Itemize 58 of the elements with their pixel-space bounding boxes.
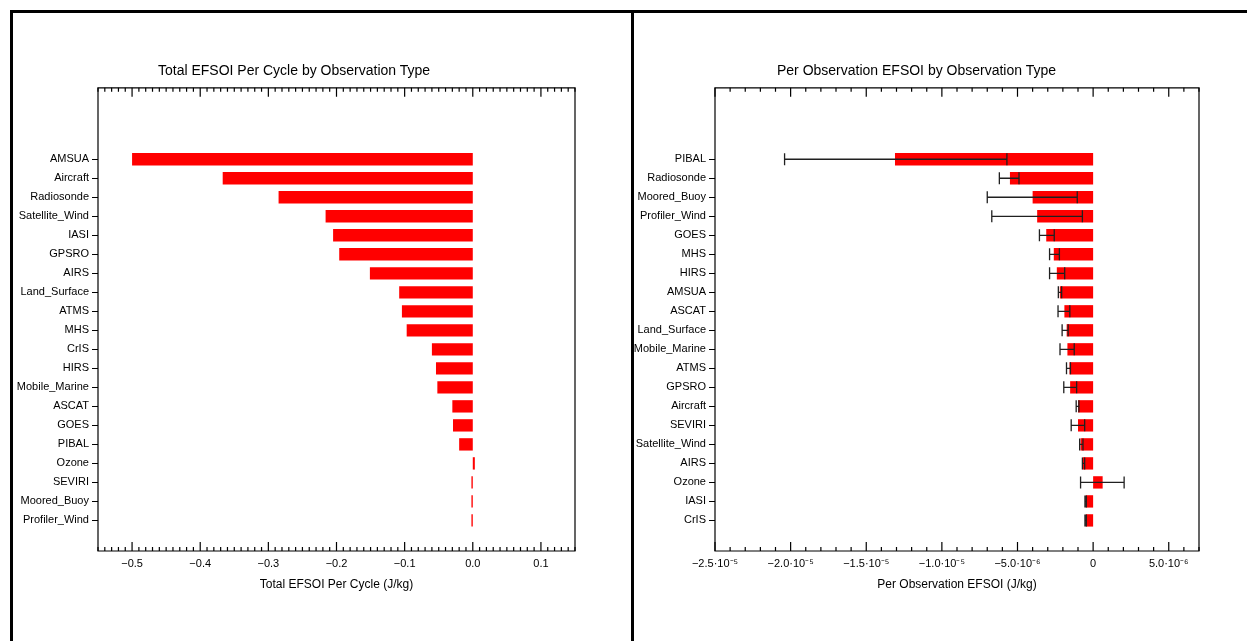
y-tick-label: IASI: [685, 494, 706, 507]
y-tick-label: Aircraft: [54, 171, 89, 184]
y-tick-label: Ozone: [673, 475, 706, 488]
y-tick-label: Radiosonde: [30, 190, 89, 203]
y-tick-label: MHS: [681, 247, 706, 260]
x-tick-label: −1.0·10⁻⁵: [918, 556, 965, 569]
x-tick-label: 0.1: [533, 556, 549, 569]
y-tick-label: Moored_Buoy: [637, 190, 707, 203]
x-axis-title: Per Observation EFSOI (J/kg): [877, 577, 1037, 592]
x-tick-label: −2.0·10⁻⁵: [767, 556, 814, 569]
y-tick-label: IASI: [68, 228, 89, 241]
y-tick-label: Radiosonde: [647, 171, 706, 184]
x-tick-label: 0.0: [465, 556, 481, 569]
x-tick-label: −0.5: [121, 556, 143, 569]
chart-title: Total EFSOI Per Cycle by Observation Type: [157, 62, 431, 79]
y-tick-label: Mobile_Marine: [16, 380, 89, 393]
y-tick-label: Mobile_Marine: [633, 342, 706, 355]
y-tick-label: PIBAL: [57, 437, 89, 450]
x-tick-label: 5.0·10⁻⁶: [1148, 556, 1189, 569]
y-tick-label: AIRS: [680, 456, 706, 469]
y-tick-label: SEVIRI: [52, 475, 89, 488]
y-tick-label: GPSRO: [49, 247, 90, 260]
x-tick-label: −0.1: [393, 556, 416, 569]
y-tick-label: AIRS: [63, 266, 89, 279]
x-tick-label: −1.5·10⁻⁵: [843, 556, 890, 569]
y-tick-label: ASCAT: [53, 399, 90, 412]
y-tick-label: Moored_Buoy: [20, 494, 90, 507]
y-tick-label: GOES: [57, 418, 89, 431]
y-tick-label: Profiler_Wind: [639, 209, 706, 222]
y-tick-label: ASCAT: [670, 304, 707, 317]
x-axis-title: Total EFSOI Per Cycle (J/kg): [259, 577, 414, 592]
y-tick-label: CrIS: [684, 513, 706, 526]
x-tick-label: −0.4: [189, 556, 212, 569]
y-tick-label: HIRS: [679, 266, 706, 279]
x-tick-label: −2.5·10⁻⁵: [691, 556, 739, 569]
y-tick-label: AMSUA: [49, 152, 90, 165]
x-tick-label: 0: [1090, 556, 1097, 569]
chart-title: Per Observation EFSOI by Observation Type: [776, 62, 1057, 79]
y-tick-label: AMSUA: [666, 285, 707, 298]
y-tick-label: ATMS: [676, 361, 706, 374]
y-tick-label: Satellite_Wind: [18, 209, 89, 222]
y-tick-label: ATMS: [59, 304, 89, 317]
y-tick-label: GPSRO: [666, 380, 707, 393]
y-tick-label: PIBAL: [674, 152, 706, 165]
x-tick-label: −0.2: [325, 556, 348, 569]
y-tick-label: Land_Surface: [20, 285, 89, 298]
y-tick-label: Profiler_Wind: [22, 513, 89, 526]
y-tick-label: Land_Surface: [637, 323, 706, 336]
y-tick-label: SEVIRI: [669, 418, 706, 431]
y-tick-label: Aircraft: [671, 399, 706, 412]
x-tick-label: −5.0·10⁻⁶: [994, 556, 1041, 569]
y-tick-label: GOES: [674, 228, 706, 241]
x-tick-label: −0.3: [257, 556, 280, 569]
y-tick-label: Satellite_Wind: [635, 437, 706, 450]
y-tick-label: HIRS: [62, 361, 89, 374]
y-tick-label: Ozone: [56, 456, 89, 469]
y-tick-label: MHS: [64, 323, 89, 336]
y-tick-label: CrIS: [67, 342, 89, 355]
